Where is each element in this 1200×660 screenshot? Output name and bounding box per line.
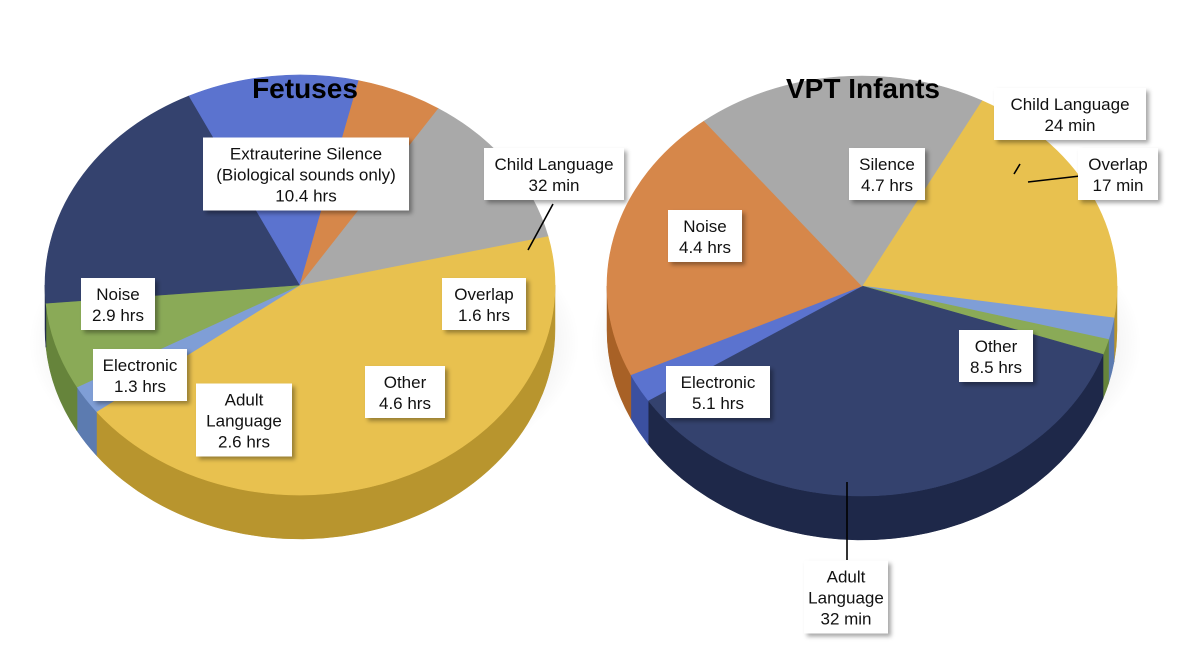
label-box (849, 148, 925, 200)
label-text: Adult Language 2.6 hrs (206, 391, 282, 452)
label-text: Overlap 1.6 hrs (454, 285, 514, 325)
label-box (93, 349, 187, 401)
label-noise: Noise 2.9 hrs (81, 278, 155, 330)
label-electronic: Electronic 5.1 hrs (666, 366, 770, 418)
label-box (666, 366, 770, 418)
slice-labels: Extrauterine Silence (Biological sounds o… (81, 137, 624, 457)
slice-labels: Silence 4.7 hrs Child Language 24 min Overla… (666, 88, 1158, 634)
label-box (668, 210, 742, 262)
chart-title: Fetuses (252, 73, 358, 104)
label-electronic: Electronic 1.3 hrs (93, 349, 187, 401)
label-overlap: Overlap 17 min (1078, 148, 1158, 200)
label-box (484, 148, 624, 200)
label-child-language: Child Language 24 min (994, 88, 1146, 140)
label-text: Noise 4.4 hrs (679, 217, 731, 257)
label-box (203, 137, 409, 211)
label-leader-line (1013, 163, 1021, 175)
label-box (196, 383, 292, 457)
vpt-infants-pie-chart: VPT Infants Silence 4.7 hrs Child Language 2… (590, 73, 1158, 634)
label-text: Adult Language 32 min (808, 568, 884, 629)
label-silence: Silence 4.7 hrs (849, 148, 925, 200)
pie-slice-other (44, 95, 301, 304)
label-text: Child Language 24 min (1010, 95, 1129, 135)
pie-slice-noise (703, 75, 983, 287)
label-box (1078, 148, 1158, 200)
label-leader-line (1027, 175, 1081, 183)
label-text: Noise 2.9 hrs (92, 285, 144, 325)
label-leader-line (527, 203, 554, 251)
fetuses-pie-chart: Fetuses Extrauterine Silence (Biological s… (28, 73, 624, 540)
chart-title: VPT Infants (786, 73, 940, 104)
label-child-language: Child Language 32 min (484, 148, 624, 200)
label-text: Other 8.5 hrs (970, 337, 1022, 377)
label-other: Other 8.5 hrs (959, 330, 1033, 382)
label-adult-language: Adult Language 32 min (804, 560, 888, 634)
label-box (81, 278, 155, 330)
label-box (959, 330, 1033, 382)
label-text: Overlap 17 min (1088, 155, 1148, 195)
label-box (365, 366, 445, 418)
label-overlap: Overlap 1.6 hrs (442, 278, 526, 330)
label-other: Other 4.6 hrs (365, 366, 445, 418)
label-text: Child Language 32 min (494, 155, 613, 195)
label-box (804, 560, 888, 634)
label-box (994, 88, 1146, 140)
label-adult-language: Adult Language 2.6 hrs (196, 383, 292, 457)
label-extrauterine-silence: Extrauterine Silence (Biological sounds o… (203, 137, 409, 211)
label-text: Electronic 1.3 hrs (103, 356, 178, 396)
label-noise: Noise 4.4 hrs (668, 210, 742, 262)
label-text: Extrauterine Silence (Biological sounds o… (216, 145, 396, 206)
label-text: Electronic 5.1 hrs (681, 373, 756, 413)
label-box (442, 278, 526, 330)
label-text: Silence 4.7 hrs (859, 155, 915, 195)
label-text: Other 4.6 hrs (379, 373, 431, 413)
